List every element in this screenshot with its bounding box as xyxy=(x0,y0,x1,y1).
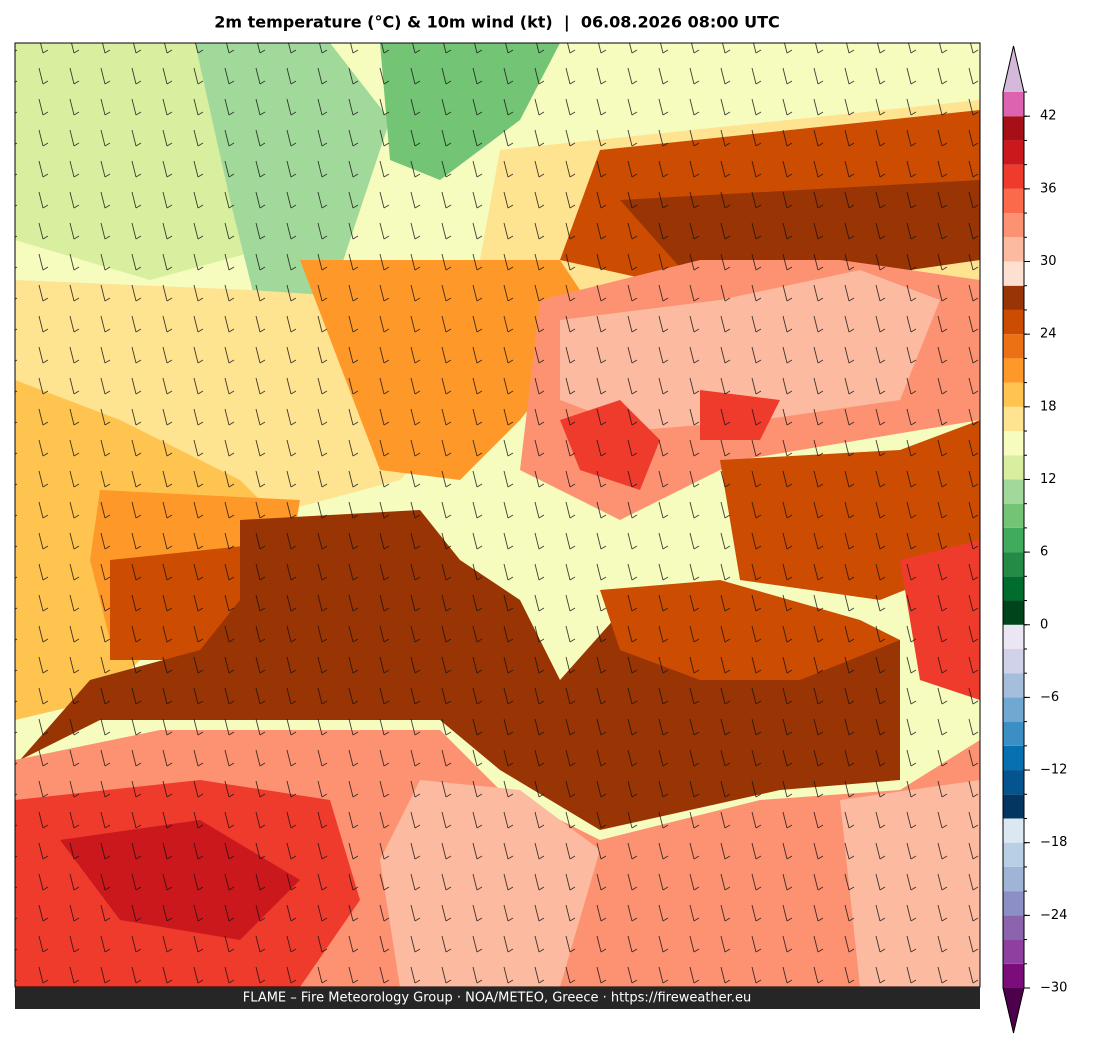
colorbar-bin xyxy=(1003,673,1024,698)
colorbar-bin xyxy=(1003,334,1024,359)
colorbar-tick-label: 0 xyxy=(1040,617,1048,632)
colorbar-bin xyxy=(1003,770,1024,795)
colorbar-tick-label: −30 xyxy=(1040,981,1067,996)
colorbar-tick-label: 12 xyxy=(1040,472,1057,487)
colorbar-tick-label: −24 xyxy=(1040,908,1067,923)
colorbar-bin xyxy=(1003,261,1024,286)
colorbar-extend-over xyxy=(1003,46,1024,92)
colorbar-bin xyxy=(1003,963,1024,988)
colorbar-bin xyxy=(1003,358,1024,383)
colorbar-bin xyxy=(1003,503,1024,528)
colorbar: −30 −24 −18 −12 −6 0 6 12 18 24 30 36 42 xyxy=(1002,45,1067,1034)
colorbar-bin xyxy=(1003,164,1024,189)
colorbar-tick-label: 30 xyxy=(1040,254,1057,269)
colorbar-bin xyxy=(1003,600,1024,625)
colorbar-tick-label: 42 xyxy=(1040,109,1057,124)
colorbar-bin xyxy=(1003,92,1024,117)
colorbar-bin xyxy=(1003,527,1024,553)
footer-text: FLAME – Fire Meteorology Group · NOA/MET… xyxy=(243,991,751,1006)
colorbar-bin xyxy=(1003,309,1024,335)
colorbar-bin xyxy=(1003,479,1024,504)
colorbar-bin xyxy=(1003,745,1024,771)
colorbar-bin xyxy=(1003,648,1024,674)
colorbar-extend-under xyxy=(1003,988,1024,1033)
colorbar-bin xyxy=(1003,406,1024,432)
colorbar-bin xyxy=(1003,431,1024,456)
colorbar-bin xyxy=(1003,818,1024,843)
map-title: 2m temperature (°C) & 10m wind (kt) | 06… xyxy=(214,13,780,33)
footer-bar xyxy=(15,987,980,1009)
colorbar-bin xyxy=(1003,697,1024,722)
colorbar-bin xyxy=(1003,624,1024,649)
colorbar-bin xyxy=(1003,842,1024,867)
colorbar-bin xyxy=(1003,891,1024,916)
colorbar-bin xyxy=(1003,721,1024,746)
colorbar-tick-label: 24 xyxy=(1040,327,1057,342)
colorbar-bin xyxy=(1003,576,1024,601)
colorbar-tick-label: 18 xyxy=(1040,399,1057,414)
colorbar-bin xyxy=(1003,939,1024,964)
colorbar-tick-label: −6 xyxy=(1040,690,1059,705)
colorbar-bin xyxy=(1003,237,1024,262)
colorbar-tick-label: 36 xyxy=(1040,181,1057,196)
colorbar-bin xyxy=(1003,382,1024,407)
colorbar-bin xyxy=(1003,188,1024,214)
colorbar-tick-label: −12 xyxy=(1040,763,1067,778)
colorbar-tick-label: −18 xyxy=(1040,835,1067,850)
colorbar-bin xyxy=(1003,915,1024,940)
colorbar-bin xyxy=(1003,140,1024,165)
colorbar-bin xyxy=(1003,552,1024,577)
colorbar-bin xyxy=(1003,455,1024,480)
temperature-field xyxy=(15,43,980,987)
colorbar-bin xyxy=(1003,794,1024,819)
colorbar-bin xyxy=(1003,285,1024,310)
colorbar-bin xyxy=(1003,213,1024,238)
colorbar-tick-label: 6 xyxy=(1040,545,1048,560)
colorbar-bin xyxy=(1003,116,1024,141)
colorbar-bin xyxy=(1003,866,1024,892)
